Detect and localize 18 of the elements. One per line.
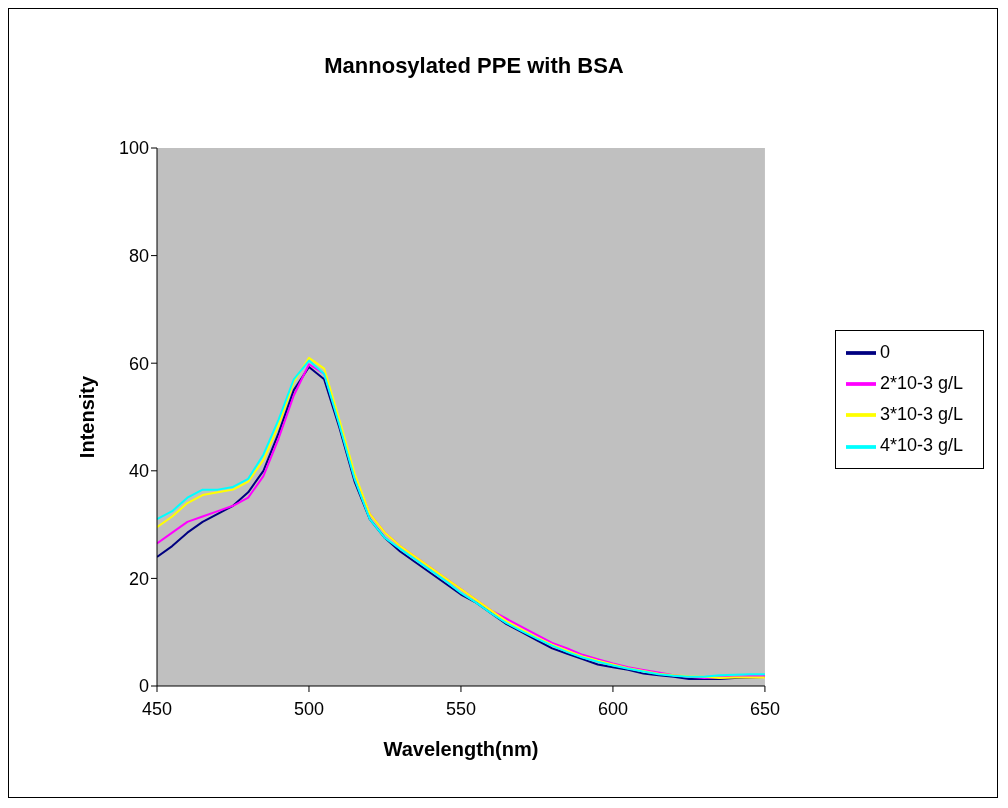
legend-label: 3*10-3 g/L [879,404,963,424]
y-tick-label: 0 [138,676,149,697]
y-axis-title: Intensity [76,375,99,459]
x-tick-label: 450 [141,698,173,719]
x-tick-label: 650 [749,698,780,719]
legend-label: 4*10-3 g/L [879,435,963,456]
x-tick-label: 600 [597,698,628,719]
y-tick-label: 80 [128,245,149,266]
legend-label: 2*10-3 g/L [879,372,963,393]
legend-label: 0 [879,341,890,362]
y-tick-label: 60 [128,353,149,374]
x-axis-title: Wavelength(nm) [383,738,539,760]
y-tick-label: 40 [128,461,149,482]
y-tick-label: 100 [118,138,149,159]
chart-title: Mannosylated PPE with BSA [323,53,625,79]
x-tick-label: 500 [293,698,324,719]
y-tick-label: 20 [128,568,149,589]
x-tick-label: 550 [445,698,476,719]
